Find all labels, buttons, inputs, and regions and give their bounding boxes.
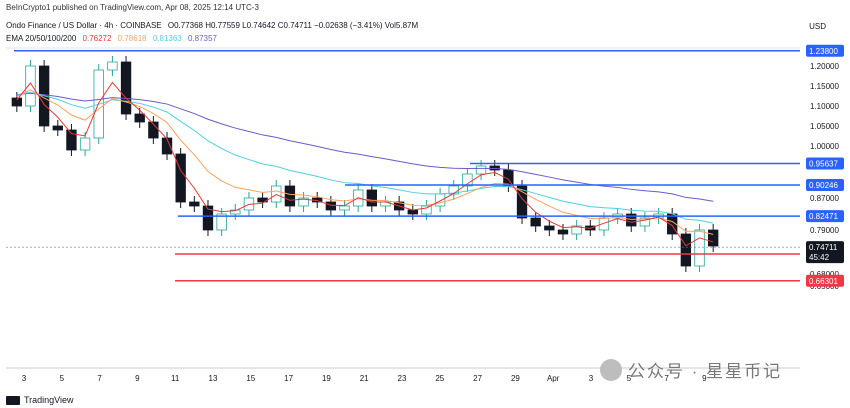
candle: [530, 217, 541, 227]
tradingview-logo-icon: [6, 395, 20, 405]
candle: [79, 137, 91, 151]
level-label: 0.95637: [809, 159, 838, 168]
watermark: 公众号 · 星星币记: [600, 357, 782, 382]
x-tick-label: 5: [60, 374, 65, 383]
candle: [189, 201, 200, 207]
last-price-label: 0.74711: [809, 243, 838, 252]
wechat-icon: [600, 358, 622, 381]
ema50-value: 0.78618: [117, 34, 147, 43]
candle: [284, 185, 296, 207]
x-tick-label: 25: [435, 374, 444, 383]
candle: [571, 225, 582, 235]
candle: [216, 213, 227, 231]
x-tick-label: 27: [473, 374, 482, 383]
x-tick-label: 9: [702, 374, 707, 383]
x-tick-label: 11: [171, 374, 180, 383]
candle: [694, 229, 705, 267]
ema100-value: 0.81363: [152, 34, 182, 43]
candle: [475, 165, 487, 175]
level-tag: [806, 274, 844, 287]
ema-label: EMA 20/50/100/200: [6, 34, 77, 43]
candle: [134, 113, 145, 123]
x-tick-label: 15: [246, 374, 255, 383]
ema200-value: 0.87357: [187, 34, 217, 43]
level-label: 0.90246: [809, 181, 838, 190]
candle: [557, 229, 569, 235]
y-tick-label: 0.79000: [810, 226, 839, 235]
x-tick-label: 7: [664, 374, 669, 383]
candle: [325, 201, 337, 211]
publisher-line: BeInCrypto1 published on TradingView.com…: [6, 3, 259, 12]
y-tick-label: 0.68000: [810, 270, 839, 279]
currency-label[interactable]: USD: [809, 22, 826, 31]
ema-legend[interactable]: EMA 20/50/100/200 0.76272 0.78618 0.8136…: [6, 34, 221, 43]
candle: [407, 209, 418, 215]
level-label: 1.23800: [809, 47, 838, 56]
y-tick-label: 1.10000: [810, 102, 839, 111]
candle: [175, 153, 186, 203]
candle: [366, 189, 378, 207]
x-tick-label: 9: [135, 374, 140, 383]
candle: [626, 213, 637, 227]
brand-name: TradingView: [24, 395, 74, 405]
symbol-name[interactable]: Ondo Finance / US Dollar · 4h · COINBASE: [6, 21, 162, 30]
ema20-line: [16, 81, 714, 247]
level-tag: [806, 44, 844, 57]
candle: [298, 197, 309, 207]
x-tick-label: 23: [398, 374, 407, 383]
x-tick-label: 17: [284, 374, 293, 383]
y-tick-label: 1.00000: [810, 142, 839, 151]
candle: [639, 217, 651, 227]
candle: [11, 97, 23, 107]
y-tick-label: 1.05000: [810, 122, 839, 131]
candle: [434, 193, 446, 207]
level-tag: [806, 179, 844, 192]
candle: [230, 209, 241, 215]
x-tick-label: 29: [511, 374, 520, 383]
y-tick-label: 0.87000: [810, 194, 839, 203]
level-tag: [806, 210, 844, 223]
x-tick-label: 5: [627, 374, 632, 383]
y-tick-label: 1.15000: [810, 82, 839, 91]
candle: [52, 125, 63, 131]
candle: [107, 61, 118, 71]
x-tick-label: 19: [322, 374, 331, 383]
x-tick-label: 3: [589, 374, 594, 383]
x-tick-label: 7: [97, 374, 102, 383]
bar-countdown: 45:42: [809, 253, 830, 262]
y-tick-label: 1.20000: [810, 62, 839, 71]
watermark-text: 公众号 · 星星币记: [628, 362, 783, 381]
x-tick-label: Apr: [547, 374, 560, 383]
candle: [161, 137, 173, 155]
x-tick-label: 21: [360, 374, 369, 383]
candle: [339, 205, 350, 211]
ema20-value: 0.76272: [82, 34, 112, 43]
candle: [271, 185, 282, 203]
candle: [707, 229, 719, 247]
level-label: 0.66301: [809, 277, 838, 286]
x-tick-label: 3: [22, 374, 27, 383]
x-tick-label: 13: [209, 374, 218, 383]
candle: [462, 173, 473, 187]
symbol-line: Ondo Finance / US Dollar · 4h · COINBASE…: [6, 21, 422, 30]
tradingview-brand[interactable]: TradingView: [6, 395, 74, 405]
candle: [202, 205, 214, 231]
level-tag: [806, 157, 844, 170]
candle: [680, 233, 692, 267]
last-price-tag: [806, 241, 844, 264]
candle: [544, 225, 555, 231]
level-label: 0.82471: [809, 212, 838, 221]
candle: [421, 205, 432, 215]
candle: [66, 129, 77, 151]
candle: [516, 185, 528, 219]
candle: [120, 61, 132, 115]
ohlc-readout: O0.77368 H0.77559 L0.74642 C0.74711 −0.0…: [167, 21, 419, 30]
candle: [25, 65, 36, 107]
